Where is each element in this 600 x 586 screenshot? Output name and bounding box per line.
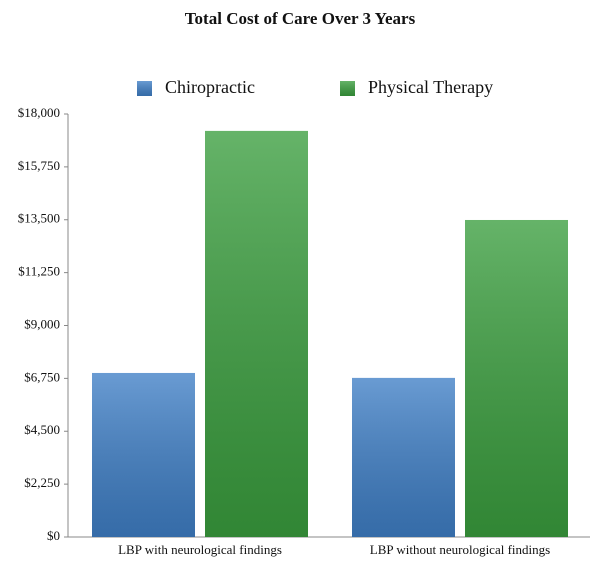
y-tick-label: $18,000 — [18, 105, 60, 120]
y-tick-label: $13,500 — [18, 211, 60, 226]
bar-shine — [465, 219, 568, 538]
x-tick-label: LBP without neurological findings — [370, 542, 550, 557]
x-tick-label: LBP with neurological findings — [118, 542, 282, 557]
y-tick-label: $2,250 — [24, 475, 60, 490]
y-tick-label: $11,250 — [18, 264, 60, 279]
legend-swatch-shine — [137, 81, 152, 96]
legend-label: Chiropractic — [165, 77, 255, 97]
y-tick-label: $9,000 — [24, 316, 60, 331]
bar-shine — [205, 130, 308, 538]
y-tick-label: $4,500 — [24, 422, 60, 437]
legend-label: Physical Therapy — [368, 77, 493, 97]
y-tick-label: $0 — [47, 528, 60, 543]
bar-shine — [92, 372, 195, 537]
y-tick-label: $6,750 — [24, 369, 60, 384]
bar-shine — [352, 377, 455, 537]
chart-title: Total Cost of Care Over 3 Years — [185, 9, 416, 28]
y-tick-label: $15,750 — [18, 158, 60, 173]
legend-swatch-shine — [340, 81, 355, 96]
